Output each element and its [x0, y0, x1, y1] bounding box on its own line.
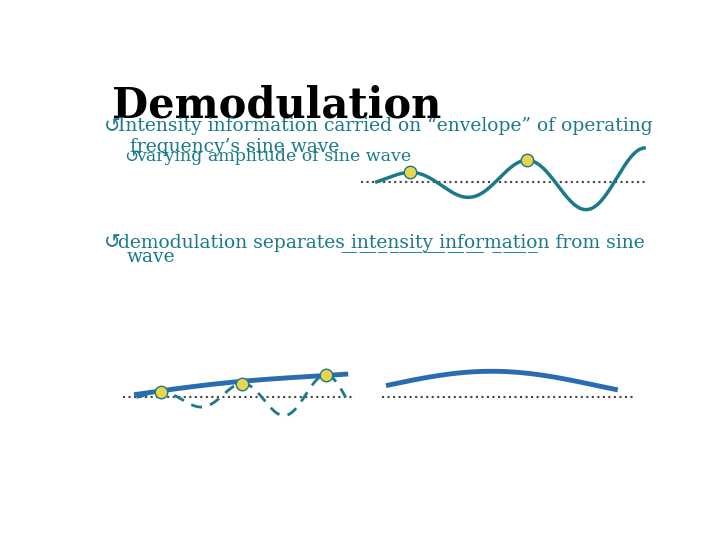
Text: wave: wave — [127, 248, 176, 266]
Text: demodulation separates ̲i̲n̲t̲e̲n̲s̲i̲t̲y̲ ̲i̲n̲f̲o̲r̲m̲a̲t̲i̲o̲n from sine: demodulation separates ̲i̲n̲t̲e̲n̲s̲i̲t̲… — [118, 233, 644, 252]
Text: ↺: ↺ — [104, 117, 121, 136]
Text: Demodulation: Demodulation — [112, 84, 441, 126]
Text: ↺: ↺ — [124, 148, 138, 166]
Text: ↺: ↺ — [104, 233, 121, 252]
Text: varying amplitude of sine wave: varying amplitude of sine wave — [137, 148, 412, 165]
Text: Intensity information carried on “envelope” of operating
  frequency’s sine wave: Intensity information carried on “envelo… — [118, 117, 652, 156]
